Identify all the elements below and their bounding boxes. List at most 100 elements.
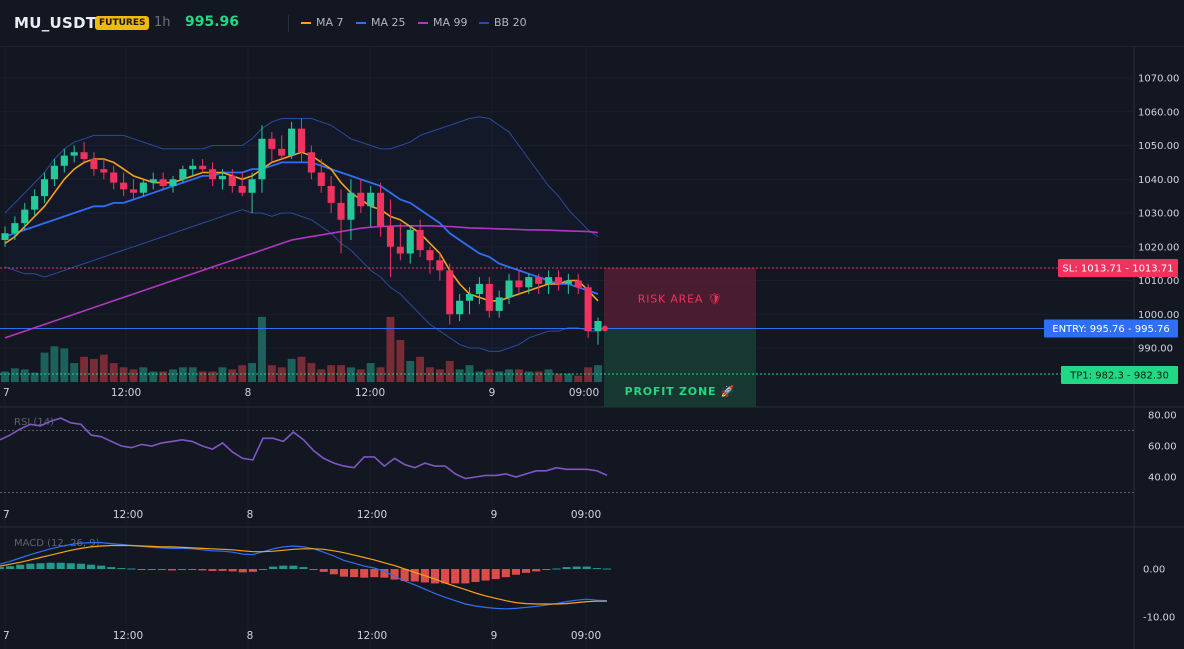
candle-body	[297, 128, 306, 153]
bb-lower-line	[4, 209, 598, 352]
macd-histogram-bar	[532, 569, 541, 572]
volume-bar	[1, 371, 9, 382]
volume-bar	[169, 369, 177, 382]
volume-bar	[178, 367, 187, 382]
macd-histogram-bar	[471, 569, 480, 582]
tp-tag-bg	[1061, 365, 1178, 384]
candle-body	[554, 277, 563, 284]
legend-ma25[interactable]: MA 25	[356, 16, 406, 29]
rsi-pane: RSI (14)	[0, 417, 1134, 493]
macd-histogram-bar	[188, 569, 197, 570]
volume-bar	[80, 356, 89, 382]
candle-body	[426, 250, 434, 261]
ma99-line	[4, 225, 599, 339]
legend-ma7[interactable]: MA 7	[301, 16, 344, 29]
macd-histogram-bar	[501, 569, 510, 578]
symbol-name[interactable]: MU_USDT	[14, 14, 97, 32]
volume-bar	[20, 369, 29, 382]
volume-bar	[584, 367, 593, 382]
volume-bar	[60, 348, 69, 382]
timeframe-label[interactable]: 1h	[154, 15, 171, 30]
candle-body	[327, 186, 335, 203]
macd-histogram-bar	[441, 569, 450, 584]
candle-body	[574, 280, 582, 288]
volume-bar	[109, 363, 118, 382]
macd-histogram-bar	[97, 565, 106, 569]
macd-histogram-bar	[269, 566, 278, 569]
volume-bar	[594, 365, 602, 382]
candle-body	[208, 169, 217, 180]
legend-bb20[interactable]: BB 20	[479, 16, 527, 29]
macd-histogram-bar	[522, 569, 531, 573]
macd-histogram-bar	[26, 563, 35, 569]
candle-body	[416, 229, 424, 251]
candle-body	[21, 209, 29, 224]
macd-histogram-bar	[279, 565, 288, 569]
candle-body	[110, 172, 118, 183]
volume-bar	[544, 369, 553, 382]
legend-ma7-label: MA 7	[316, 16, 344, 29]
candle-body	[475, 283, 483, 294]
macd-histogram-bar	[16, 564, 25, 569]
ma99-swatch	[418, 21, 428, 24]
volume-bar	[475, 371, 484, 382]
volume-bar	[238, 365, 247, 382]
candle-body	[584, 287, 592, 332]
volume-bar	[119, 367, 128, 382]
candle-body	[100, 169, 108, 173]
volume-bar	[445, 361, 454, 382]
time-tick-label: 12:00	[355, 387, 385, 399]
volume-bar	[228, 369, 237, 382]
ma25-line	[4, 161, 599, 295]
candles	[1, 118, 608, 345]
volume-bar	[89, 358, 98, 382]
legend-ma99[interactable]: MA 99	[418, 16, 468, 29]
macd-histogram-bar	[167, 569, 177, 571]
sl-tag-bg	[1058, 258, 1178, 277]
tp-tag: TP1: 982.3 - 982.30	[1069, 370, 1169, 381]
macd-histogram-bar	[299, 567, 308, 569]
macd-histogram-bar	[582, 566, 591, 569]
trade-zones: RISK AREA 🛡 PROFIT ZONE 🚀	[604, 267, 756, 407]
macd-histogram-bar	[228, 569, 237, 572]
volume-bar	[307, 363, 316, 382]
candle-body	[465, 294, 474, 301]
macd-histogram-bar	[410, 569, 419, 582]
candle-body	[218, 175, 226, 180]
volume-bar	[218, 367, 227, 382]
macd-histogram-bar	[451, 569, 460, 584]
candle-body	[377, 192, 385, 227]
candle-body	[11, 223, 19, 234]
candle-body	[159, 179, 167, 186]
macd-histogram-bar	[572, 566, 581, 569]
volume-bar	[356, 369, 365, 382]
candle-body	[525, 277, 533, 288]
ma25-swatch	[356, 21, 366, 24]
volume-bar	[198, 371, 207, 382]
candle-body	[564, 280, 572, 284]
volume-bar	[30, 372, 39, 382]
candle-body	[594, 321, 602, 332]
macd-histogram-bar	[117, 568, 126, 570]
candle-body	[535, 277, 543, 284]
candle-body	[268, 138, 276, 149]
time-tick-label: 12:00	[111, 387, 141, 399]
candle-body	[367, 192, 375, 207]
volume-bar	[258, 316, 266, 382]
candle-body	[60, 155, 68, 166]
volume-bar	[366, 363, 375, 382]
volume-bar	[139, 367, 148, 382]
candle-body	[238, 186, 246, 193]
macd-histogram-bar	[430, 569, 440, 584]
macd-histogram-bar	[329, 569, 338, 575]
volume-bar	[149, 371, 158, 382]
volume-bar	[317, 369, 326, 382]
price-tick-label: 990.00	[1138, 344, 1173, 355]
candle-body	[386, 226, 395, 247]
volume-bar	[396, 340, 405, 382]
candle-body	[337, 202, 345, 220]
entry-tag-bg	[1044, 319, 1178, 338]
time-tick-label: 9	[489, 387, 496, 399]
macd-histogram-bar	[46, 562, 55, 569]
